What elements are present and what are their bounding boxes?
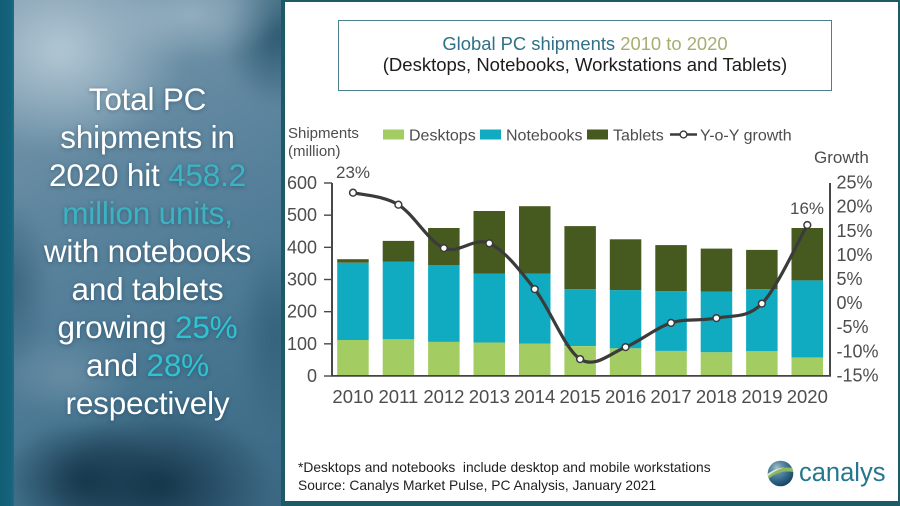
svg-text:Growth: Growth [814,148,869,167]
svg-text:Tablets: Tablets [613,128,664,145]
svg-text:0%: 0% [837,293,863,313]
svg-text:200: 200 [287,302,317,322]
svg-text:16%: 16% [790,199,824,218]
svg-text:2014: 2014 [514,386,555,407]
svg-text:2015: 2015 [560,386,601,407]
svg-text:0: 0 [307,366,317,386]
svg-text:600: 600 [287,173,317,193]
svg-text:2011: 2011 [379,386,419,407]
svg-text:Shipments: Shipments [288,125,359,142]
svg-text:Notebooks: Notebooks [506,128,583,145]
svg-text:10%: 10% [837,245,873,265]
svg-text:2010: 2010 [332,386,373,407]
svg-text:25%: 25% [837,173,873,193]
svg-text:-15%: -15% [837,366,879,386]
svg-text:2016: 2016 [605,386,646,407]
svg-text:20%: 20% [837,197,873,217]
svg-text:2013: 2013 [469,386,510,407]
svg-text:2020: 2020 [787,386,828,407]
svg-text:2018: 2018 [696,386,737,407]
svg-text:15%: 15% [837,221,873,241]
svg-text:400: 400 [287,237,317,257]
svg-text:23%: 23% [336,163,370,182]
svg-text:100: 100 [287,334,317,354]
svg-text:Desktops: Desktops [409,128,476,145]
svg-text:(million): (million) [288,143,341,160]
svg-text:2012: 2012 [423,386,464,407]
svg-text:2017: 2017 [650,386,691,407]
svg-text:500: 500 [287,205,317,225]
svg-text:2019: 2019 [741,386,782,407]
svg-text:300: 300 [287,270,317,290]
svg-text:-5%: -5% [837,317,869,337]
svg-text:5%: 5% [837,269,863,289]
svg-text:-10%: -10% [837,341,879,361]
svg-text:Y-o-Y growth: Y-o-Y growth [700,128,792,145]
